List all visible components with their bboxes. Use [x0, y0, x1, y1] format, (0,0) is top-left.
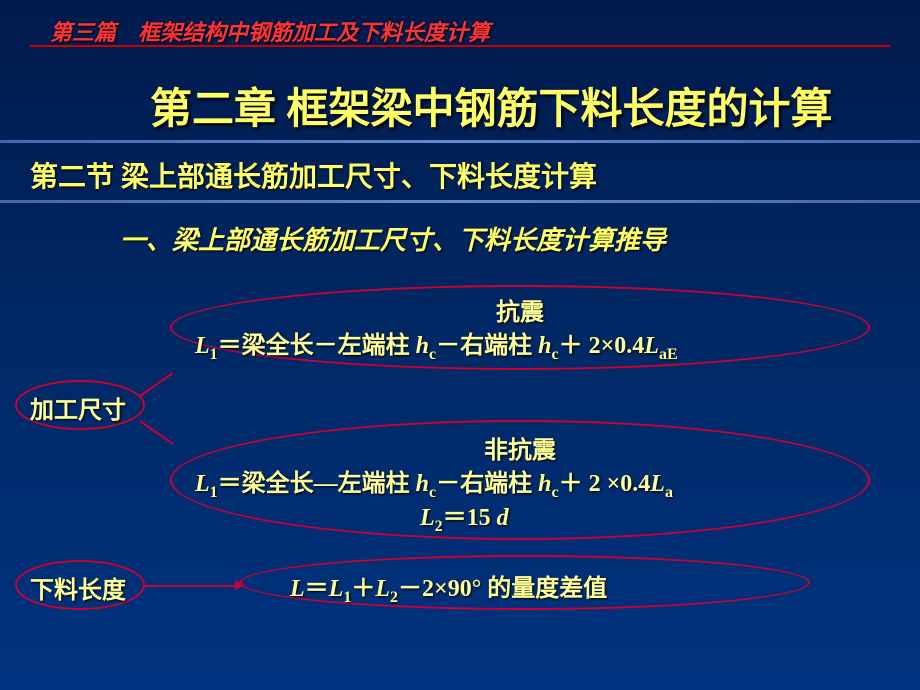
nonseismic-title: 非抗震 — [420, 430, 620, 465]
label-processing-size: 加工尺寸 — [30, 390, 126, 425]
final-formula: L＝L1＋L2－2×90° 的量度差值 — [290, 568, 607, 607]
seismic-formula: L1＝梁全长－左端柱 hc－右端柱 hc＋ 2×0.4LaE — [195, 325, 678, 364]
text-mid-ns: ＝梁全长—左端柱 — [218, 471, 416, 497]
var-d: d — [497, 505, 509, 531]
divider-middle — [0, 200, 920, 203]
seismic-title: 抗震 — [430, 292, 610, 327]
sub-ae: aE — [659, 346, 678, 363]
var-la: L — [650, 471, 665, 497]
connector-line-3 — [145, 585, 240, 587]
var-L1-f: L — [329, 576, 344, 602]
text-mid2: －右端柱 — [436, 333, 538, 359]
rest-f: －2×90° 的量度差值 — [398, 576, 607, 602]
var-h1-ns: h — [416, 471, 429, 497]
eq-f: ＝ — [305, 576, 329, 602]
sub-c2: c — [552, 346, 559, 363]
sub-c2-ns: c — [552, 484, 559, 501]
sub-2-f: 2 — [390, 589, 398, 606]
breadcrumb: 第三篇 框架结构中钢筋加工及下料长度计算 — [50, 15, 490, 47]
label-cutting-length: 下料长度 — [30, 570, 126, 605]
text-end: ＋ 2×0.4 — [559, 333, 645, 359]
var-L-f: L — [290, 576, 305, 602]
var-h2-ns: h — [538, 471, 551, 497]
connector-line-1 — [139, 372, 173, 397]
var-lae: L — [644, 333, 659, 359]
var-L2: L — [420, 505, 435, 531]
var-L-ns: L — [195, 471, 210, 497]
sub-2: 2 — [435, 518, 443, 535]
l2-body: ＝15 — [443, 505, 497, 531]
subsection-title: 一、梁上部通长筋加工尺寸、下料长度计算推导 — [120, 220, 666, 257]
var-h1: h — [416, 333, 429, 359]
divider-top — [0, 140, 920, 143]
sub-a: a — [665, 484, 673, 501]
plus-f: ＋ — [351, 576, 375, 602]
sub-1: 1 — [210, 346, 218, 363]
content-area: 加工尺寸 下料长度 抗震 L1＝梁全长－左端柱 hc－右端柱 hc＋ 2×0.4… — [0, 280, 920, 690]
connector-line-2 — [139, 420, 173, 445]
sub-1-ns: 1 — [210, 484, 218, 501]
var-L: L — [195, 333, 210, 359]
chapter-title: 第二章 框架梁中钢筋下料长度的计算 — [150, 75, 910, 136]
var-L2-f: L — [375, 576, 390, 602]
section-title: 第二节 梁上部通长筋加工尺寸、下料长度计算 — [30, 155, 597, 195]
text-mid: ＝梁全长－左端柱 — [218, 333, 416, 359]
nonseismic-formula: L1＝梁全长—左端柱 hc－右端柱 hc＋ 2 ×0.4La — [195, 463, 673, 502]
var-h2: h — [538, 333, 551, 359]
text-mid2-ns: －右端柱 — [436, 471, 538, 497]
text-end-ns: ＋ 2 ×0.4 — [559, 471, 651, 497]
l2-formula: L2＝15 d — [420, 497, 509, 536]
